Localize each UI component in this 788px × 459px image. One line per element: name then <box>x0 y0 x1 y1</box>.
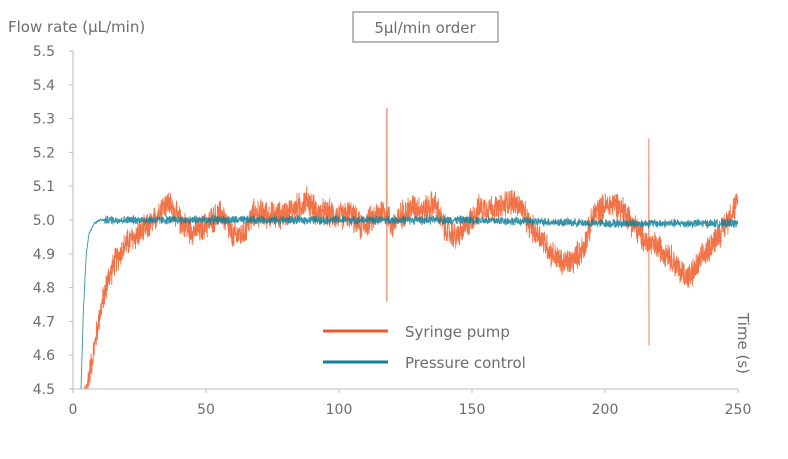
series-line <box>83 108 739 389</box>
x-axis-label: Time (s) <box>734 312 752 374</box>
series-line <box>80 214 739 389</box>
x-tick-label: 200 <box>592 402 619 418</box>
x-tick-label: 100 <box>326 402 353 418</box>
y-tick-label: 4.7 <box>33 314 55 330</box>
annotation-text: 5µl/min order <box>374 19 476 37</box>
legend-label-pressure-control: Pressure control <box>405 354 526 372</box>
series-syringe-pump <box>83 108 739 389</box>
plot-area <box>80 108 739 389</box>
y-tick-label: 5.1 <box>33 179 55 195</box>
y-tick-label: 5.0 <box>33 213 55 229</box>
x-tick-label: 250 <box>725 402 752 418</box>
y-tick-label: 4.8 <box>33 281 55 297</box>
y-axis-label: Flow rate (µL/min) <box>8 18 145 36</box>
axes: 4.5 4.6 4.7 4.8 4.9 5.0 5.1 5.2 5.3 5.4 5.5 0 50 100 1… <box>33 44 752 418</box>
x-tick-label: 50 <box>197 402 215 418</box>
legend: Syringe pump Pressure control <box>323 323 526 372</box>
legend-label-syringe-pump: Syringe pump <box>405 323 510 341</box>
y-tick-label: 4.9 <box>33 247 55 263</box>
x-tick-label: 150 <box>459 402 486 418</box>
y-tick-label: 5.2 <box>33 145 55 161</box>
y-tick-label: 4.5 <box>33 382 55 398</box>
annotation-box: 5µl/min order <box>352 11 499 43</box>
y-tick-label: 5.5 <box>33 44 55 60</box>
y-tick-label: 4.6 <box>33 348 55 364</box>
x-tick-label: 0 <box>69 402 78 418</box>
series-pressure-control <box>80 214 739 389</box>
y-tick-label: 5.4 <box>33 78 55 94</box>
y-tick-label: 5.3 <box>33 112 55 128</box>
